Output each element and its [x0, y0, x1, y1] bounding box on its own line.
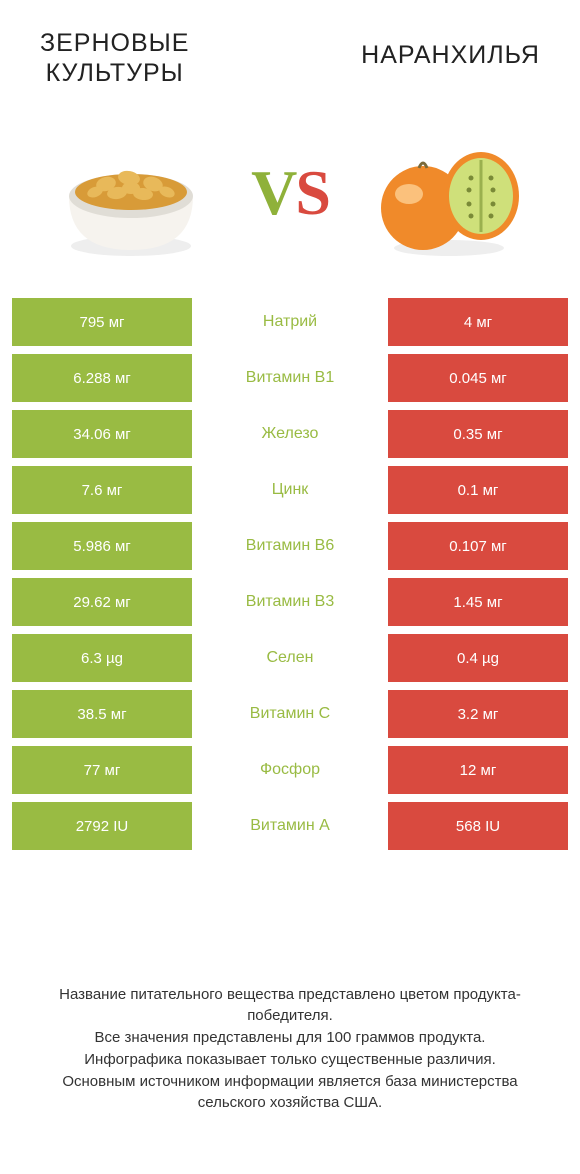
footer-line: Основным источником информации является …	[30, 1071, 550, 1115]
footer-line: Название питательного вещества представл…	[30, 984, 550, 1028]
right-value: 0.1 мг	[388, 466, 568, 514]
left-value: 77 мг	[12, 746, 192, 794]
right-product-title: НАРАНХИЛЬЯ	[361, 28, 540, 70]
nutrient-label: Фосфор	[192, 746, 388, 794]
nutrient-label: Витамин B3	[192, 578, 388, 626]
nutrient-label: Витамин B1	[192, 354, 388, 402]
footer-notes: Название питательного вещества представл…	[0, 984, 580, 1115]
vs-row: VS	[0, 98, 580, 298]
left-product-title: ЗЕРНОВЫЕКУЛЬТУРЫ	[40, 28, 189, 88]
footer-line: Все значения представлены для 100 граммо…	[30, 1027, 550, 1049]
table-row: 6.288 мгВитамин B10.045 мг	[12, 354, 568, 402]
right-value: 0.107 мг	[388, 522, 568, 570]
header: ЗЕРНОВЫЕКУЛЬТУРЫ НАРАНХИЛЬЯ	[0, 0, 580, 98]
right-value: 568 IU	[388, 802, 568, 850]
cereal-bowl-icon	[51, 118, 211, 268]
table-row: 6.3 µgСелен0.4 µg	[12, 634, 568, 682]
comparison-table: 795 мгНатрий4 мг 6.288 мгВитамин B10.045 …	[0, 298, 580, 850]
right-value: 4 мг	[388, 298, 568, 346]
nutrient-label: Витамин A	[192, 802, 388, 850]
right-value: 12 мг	[388, 746, 568, 794]
right-value: 0.4 µg	[388, 634, 568, 682]
vs-label: VS	[251, 156, 329, 230]
nutrient-label: Витамин C	[192, 690, 388, 738]
footer-line: Инфографика показывает только существенн…	[30, 1049, 550, 1071]
table-row: 7.6 мгЦинк0.1 мг	[12, 466, 568, 514]
right-value: 1.45 мг	[388, 578, 568, 626]
table-row: 2792 IUВитамин A568 IU	[12, 802, 568, 850]
table-row: 5.986 мгВитамин B60.107 мг	[12, 522, 568, 570]
left-value: 6.3 µg	[12, 634, 192, 682]
nutrient-label: Цинк	[192, 466, 388, 514]
table-row: 34.06 мгЖелезо0.35 мг	[12, 410, 568, 458]
nutrient-label: Натрий	[192, 298, 388, 346]
table-row: 795 мгНатрий4 мг	[12, 298, 568, 346]
vs-letter-v: V	[251, 157, 295, 228]
nutrient-label: Селен	[192, 634, 388, 682]
nutrient-label: Витамин B6	[192, 522, 388, 570]
naranjilla-fruit-icon	[369, 118, 529, 268]
nutrient-label: Железо	[192, 410, 388, 458]
right-value: 0.045 мг	[388, 354, 568, 402]
left-value: 34.06 мг	[12, 410, 192, 458]
table-row: 77 мгФосфор12 мг	[12, 746, 568, 794]
left-value: 2792 IU	[12, 802, 192, 850]
left-value: 6.288 мг	[12, 354, 192, 402]
right-product-image	[369, 118, 529, 268]
left-value: 795 мг	[12, 298, 192, 346]
table-row: 38.5 мгВитамин C3.2 мг	[12, 690, 568, 738]
left-value: 38.5 мг	[12, 690, 192, 738]
right-value: 0.35 мг	[388, 410, 568, 458]
right-value: 3.2 мг	[388, 690, 568, 738]
left-value: 29.62 мг	[12, 578, 192, 626]
left-value: 5.986 мг	[12, 522, 192, 570]
vs-letter-s: S	[295, 157, 329, 228]
left-product-image	[51, 118, 211, 268]
left-value: 7.6 мг	[12, 466, 192, 514]
table-row: 29.62 мгВитамин B31.45 мг	[12, 578, 568, 626]
